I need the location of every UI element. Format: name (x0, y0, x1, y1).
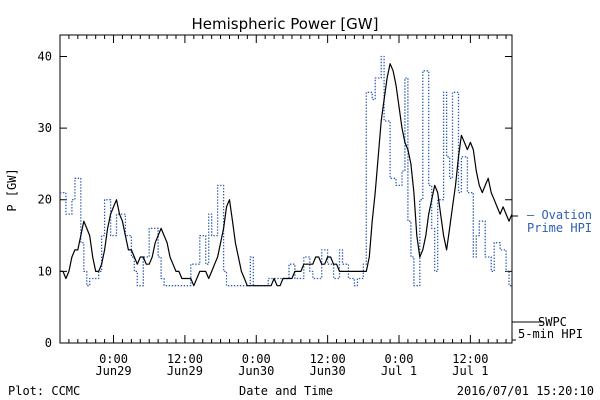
x-tick-day-label: Jun29 (95, 364, 131, 378)
x-tick-label: 0:00 (385, 352, 414, 366)
y-tick-label: 10 (38, 264, 52, 278)
footer-plot-credit: Plot: CCMC (8, 384, 80, 398)
x-tick-day-label: Jul 1 (452, 364, 488, 378)
x-axis-ticks: 0:00Jun2912:00Jun290:00Jun3012:00Jun300:… (59, 35, 507, 378)
ovation-series-line (60, 55, 512, 287)
x-tick-label: 12:00 (310, 352, 346, 366)
y-axis-ticks: 0 10 20 30 40 (38, 49, 512, 350)
plot-frame (59, 34, 513, 344)
swpc-series-line (60, 63, 513, 287)
x-tick-label: 12:00 (167, 352, 203, 366)
legend-swpc-label-2: 5-min HPI (518, 327, 583, 341)
x-tick-label: 0:00 (99, 352, 128, 366)
x-tick-day-label: Jun30 (238, 364, 274, 378)
x-tick-label: 0:00 (242, 352, 271, 366)
series-layer (60, 55, 513, 287)
footer-timestamp: 2016/07/01 15:20:10 (457, 384, 594, 398)
y-tick-label: 40 (38, 49, 52, 63)
y-axis-label: P [GW] (5, 168, 19, 211)
legend-swpc-label: SWPC (538, 315, 567, 329)
legend-ovation-label: — Ovation (527, 208, 592, 222)
x-tick-label: 12:00 (452, 352, 488, 366)
y-tick-label: 30 (38, 121, 52, 135)
x-axis-label: Date and Time (239, 384, 333, 398)
legend-ovation-label-2: Prime HPI (527, 221, 592, 235)
x-tick-day-label: Jul 1 (381, 364, 417, 378)
x-tick-day-label: Jun30 (310, 364, 346, 378)
y-tick-label: 0 (45, 336, 52, 350)
x-tick-day-label: Jun29 (167, 364, 203, 378)
chart-title: Hemispheric Power [GW] (192, 15, 379, 33)
y-tick-label: 20 (38, 193, 52, 207)
